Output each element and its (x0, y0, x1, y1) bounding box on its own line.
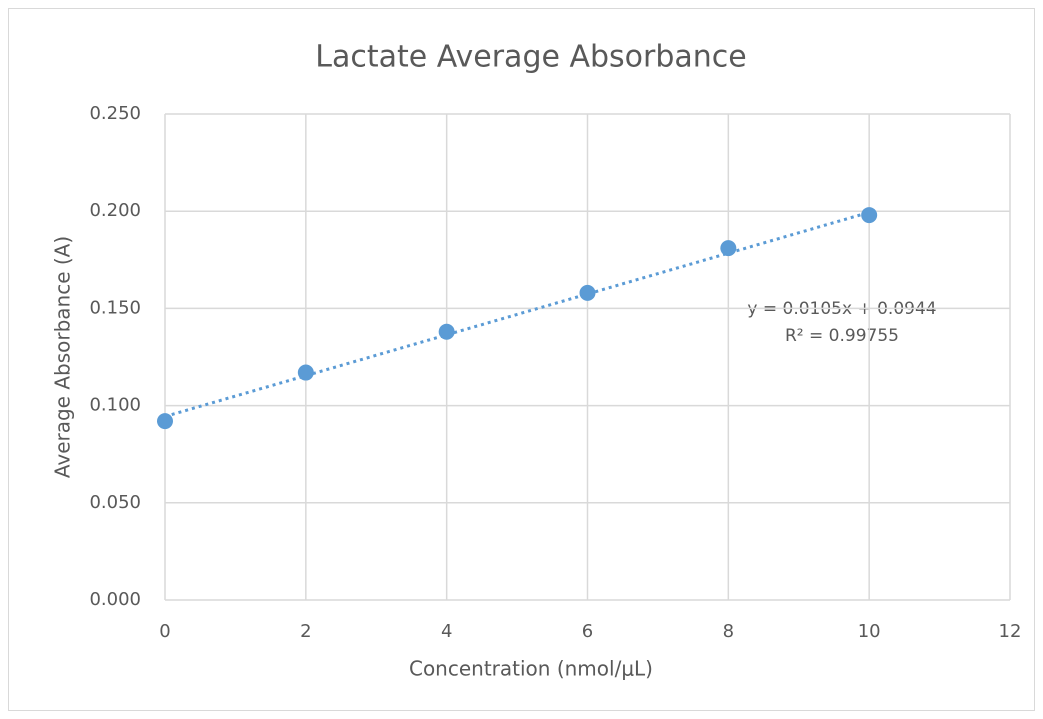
x-tick-label: 8 (723, 621, 734, 642)
chart-title: Lactate Average Absorbance (315, 40, 747, 75)
x-tick-label: 6 (582, 621, 593, 642)
y-axis-label: Average Absorbance (A) (51, 236, 75, 478)
x-tick-label: 4 (441, 621, 452, 642)
y-tick-label: 0.000 (89, 589, 141, 610)
trendline (164, 210, 870, 418)
y-tick-label: 0.150 (89, 297, 141, 318)
data-point (720, 240, 737, 257)
y-tick-label: 0.250 (89, 103, 141, 124)
data-point (579, 284, 596, 301)
data-point (297, 364, 314, 381)
y-tick-label: 0.200 (89, 200, 141, 221)
chart-border (8, 8, 1035, 711)
data-point (157, 413, 173, 430)
x-axis-label: Concentration (nmol/μL) (409, 657, 653, 681)
trendline-r2: R² = 0.99755 (785, 326, 899, 346)
data-point (438, 323, 455, 340)
y-tick-label: 0.050 (89, 492, 141, 513)
x-tick-label: 2 (300, 621, 311, 642)
x-tick-label: 12 (999, 621, 1022, 642)
y-tick-label: 0.100 (89, 395, 141, 416)
x-tick-label: 10 (858, 621, 881, 642)
x-tick-label: 0 (159, 621, 170, 642)
data-point (861, 207, 878, 224)
